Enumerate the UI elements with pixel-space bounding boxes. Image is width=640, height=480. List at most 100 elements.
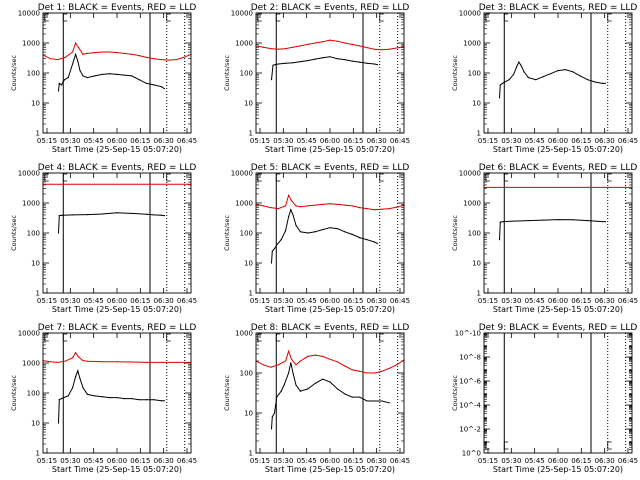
bracket-marker — [62, 13, 68, 22]
series-events-point — [542, 219, 544, 221]
y-tick-label: 10000 — [231, 170, 253, 178]
series-lld-point — [344, 365, 346, 367]
bracket-marker — [275, 333, 281, 342]
series-events-point — [322, 378, 324, 380]
x-tick-label: 05:15 — [250, 137, 270, 145]
x-tick-label: 06:00 — [548, 297, 568, 305]
x-axis-label: Start Time (25-Sep-15 05:07:20) — [265, 145, 395, 154]
x-tick-label: 06:30 — [154, 297, 174, 305]
x-tick-label: 06:15 — [571, 457, 591, 465]
x-tick-label: 05:30 — [273, 137, 293, 145]
series-events-point — [336, 228, 338, 230]
bracket-marker — [257, 173, 262, 182]
y-tick-label: 1000 — [235, 40, 253, 48]
series-events-point — [295, 384, 297, 386]
series-events-line — [499, 219, 606, 240]
x-tick-label: 06:00 — [107, 137, 127, 145]
x-tick-label: 05:15 — [478, 137, 498, 145]
y-tick-label: 1000 — [22, 40, 40, 48]
series-lld-line — [42, 351, 191, 363]
x-tick-label: 06:00 — [548, 137, 568, 145]
series-events-point — [163, 88, 165, 90]
series-events-point — [299, 390, 301, 392]
series-events-point — [60, 398, 63, 400]
series-events-point — [587, 219, 589, 222]
x-axis-label: Start Time (25-Sep-15 05:07:20) — [493, 145, 623, 154]
series-events-point — [557, 218, 559, 221]
plot-frame — [255, 332, 405, 454]
series-events-point — [79, 70, 81, 72]
series-events-point — [351, 60, 353, 62]
series-lld-point — [277, 208, 279, 210]
series-events-point — [79, 378, 81, 380]
y-tick-label: 1000 — [463, 200, 481, 208]
series-events-point — [153, 399, 155, 401]
x-tick-label: 06:45 — [177, 297, 197, 305]
series-lld-point — [86, 52, 88, 55]
y-tick-label: 10^-4 — [459, 402, 481, 410]
series-lld-point — [366, 208, 368, 210]
series-lld-point — [285, 360, 287, 362]
x-tick-label: 06:45 — [618, 457, 638, 465]
series-events-point — [86, 393, 88, 395]
series-events-point — [515, 66, 518, 68]
series-events-point — [146, 213, 148, 215]
plot-frame — [483, 332, 633, 454]
series-events-point — [67, 395, 69, 397]
series-lld-point — [314, 42, 316, 44]
x-tick-label: 05:45 — [297, 297, 317, 305]
series-lld-point — [175, 58, 177, 61]
series-events-point — [523, 71, 525, 73]
series-lld-point — [64, 360, 66, 362]
series-events-point — [564, 68, 567, 71]
plot-frame — [483, 172, 633, 294]
series-lld-point — [366, 372, 368, 374]
bracket-marker — [275, 173, 281, 182]
series-events-point — [123, 74, 125, 76]
y-tick-label: 10000 — [18, 10, 40, 18]
bracket-marker — [62, 333, 68, 342]
series-lld-point — [366, 47, 368, 49]
series-events-point — [299, 231, 301, 233]
series-events-point — [109, 397, 111, 399]
y-tick-label: 1 — [249, 130, 253, 138]
chart-panel-9: Det 9: BLACK = Events, RED = LLD 10^0 10^-… — [451, 323, 638, 474]
series-events-point — [329, 381, 331, 383]
series-lld-point — [138, 55, 140, 57]
series-events-point — [109, 73, 111, 75]
series-events-point — [518, 61, 520, 63]
plot-frame — [42, 172, 192, 294]
x-tick-label: 05:45 — [297, 457, 317, 465]
series-events-point — [57, 422, 60, 424]
series-events-line — [58, 212, 165, 234]
series-events-point — [498, 97, 501, 99]
series-lld-point — [116, 361, 118, 363]
series-lld-point — [373, 372, 375, 374]
bracket-marker — [44, 333, 49, 342]
y-tick-label: 100 — [240, 70, 253, 78]
series-events-point — [292, 372, 294, 374]
series-events-point — [366, 239, 368, 241]
y-tick-label: 1 — [36, 290, 40, 298]
series-lld-point — [175, 361, 177, 363]
y-tick-label: 10^-2 — [459, 426, 481, 434]
y-tick-label: 10 — [244, 260, 253, 268]
series-events-point — [77, 60, 79, 62]
series-events-point — [86, 214, 88, 216]
series-lld-point — [77, 356, 80, 358]
y-tick-label: 10000 — [18, 330, 40, 338]
series-events-point — [271, 250, 273, 252]
plot-frame — [42, 332, 192, 454]
y-tick-label: 10 — [472, 260, 481, 268]
x-tick-label: 06:45 — [618, 297, 638, 305]
series-lld-point — [285, 205, 287, 207]
series-lld-point — [314, 354, 316, 356]
series-lld-point — [299, 45, 301, 47]
series-events-point — [322, 57, 324, 59]
series-events-point — [94, 75, 96, 77]
series-events-point — [322, 228, 324, 231]
bracket-marker — [275, 13, 281, 22]
series-events-point — [274, 64, 276, 66]
series-events-point — [520, 64, 522, 66]
